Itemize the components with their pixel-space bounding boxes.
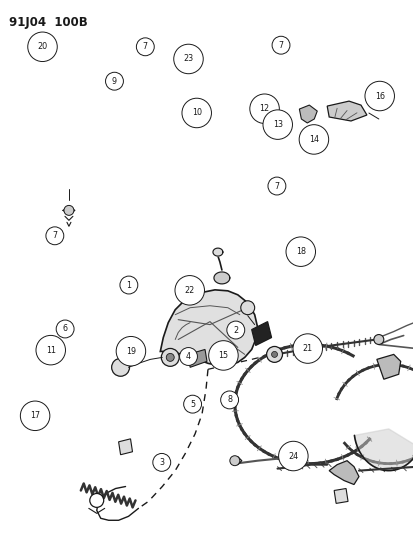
Text: 7: 7 <box>52 231 57 240</box>
Polygon shape <box>333 489 347 503</box>
Polygon shape <box>214 272 229 284</box>
Text: 17: 17 <box>30 411 40 421</box>
Polygon shape <box>188 350 206 367</box>
Circle shape <box>226 321 244 339</box>
Text: 7: 7 <box>274 182 279 190</box>
Text: 18: 18 <box>295 247 305 256</box>
Circle shape <box>292 334 322 364</box>
Circle shape <box>240 301 254 314</box>
Polygon shape <box>212 248 222 256</box>
Text: 1: 1 <box>126 280 131 289</box>
Circle shape <box>285 237 315 266</box>
Text: 13: 13 <box>272 120 282 129</box>
Polygon shape <box>251 321 271 345</box>
Circle shape <box>179 348 197 366</box>
Text: 22: 22 <box>184 286 195 295</box>
Circle shape <box>28 32 57 61</box>
Circle shape <box>161 349 179 366</box>
Circle shape <box>266 346 282 362</box>
Circle shape <box>267 177 285 195</box>
Circle shape <box>112 358 129 376</box>
Text: 11: 11 <box>45 345 56 354</box>
Circle shape <box>262 110 292 139</box>
Text: 23: 23 <box>183 54 193 63</box>
Circle shape <box>271 36 289 54</box>
Circle shape <box>175 276 204 305</box>
Polygon shape <box>354 429 413 471</box>
Text: 91J04  100B: 91J04 100B <box>9 15 88 29</box>
Circle shape <box>64 205 74 215</box>
Circle shape <box>20 401 50 431</box>
Circle shape <box>249 94 279 124</box>
Text: 19: 19 <box>126 346 135 356</box>
Circle shape <box>271 351 277 358</box>
Text: 10: 10 <box>191 109 201 117</box>
Circle shape <box>56 320 74 338</box>
Text: 7: 7 <box>278 41 283 50</box>
Text: 14: 14 <box>308 135 318 144</box>
Circle shape <box>182 98 211 128</box>
Circle shape <box>152 454 170 471</box>
Circle shape <box>173 44 203 74</box>
Circle shape <box>364 81 394 111</box>
Text: 3: 3 <box>159 458 164 467</box>
Polygon shape <box>160 290 257 365</box>
Text: 24: 24 <box>287 451 298 461</box>
Circle shape <box>373 335 383 344</box>
Polygon shape <box>299 105 316 123</box>
Text: 8: 8 <box>227 395 232 405</box>
Text: 21: 21 <box>302 344 312 353</box>
Circle shape <box>278 441 307 471</box>
Circle shape <box>46 227 64 245</box>
Text: 15: 15 <box>218 351 228 360</box>
Polygon shape <box>118 439 132 455</box>
Polygon shape <box>376 354 400 379</box>
Text: 6: 6 <box>62 325 67 334</box>
Circle shape <box>299 125 328 154</box>
Text: 16: 16 <box>374 92 384 101</box>
Circle shape <box>229 456 239 466</box>
Polygon shape <box>326 101 366 121</box>
Circle shape <box>166 353 174 361</box>
Circle shape <box>90 494 103 507</box>
Circle shape <box>105 72 123 90</box>
Text: 7: 7 <box>142 42 147 51</box>
Text: 9: 9 <box>112 77 117 86</box>
Circle shape <box>220 391 238 409</box>
Circle shape <box>36 335 65 365</box>
Text: 5: 5 <box>190 400 195 409</box>
Circle shape <box>120 276 138 294</box>
Circle shape <box>116 336 145 366</box>
Text: 20: 20 <box>37 42 47 51</box>
Text: 12: 12 <box>259 104 269 113</box>
Circle shape <box>136 38 154 56</box>
Circle shape <box>208 341 237 370</box>
Polygon shape <box>328 461 358 484</box>
Circle shape <box>183 395 201 413</box>
Text: 2: 2 <box>233 326 238 335</box>
Text: 4: 4 <box>185 352 190 361</box>
